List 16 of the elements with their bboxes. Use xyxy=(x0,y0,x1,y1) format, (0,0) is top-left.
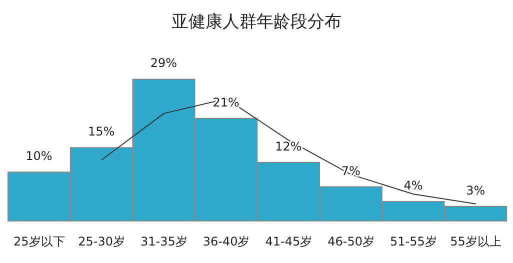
data-label: 15% xyxy=(88,124,115,139)
x-tick-label: 25-30岁 xyxy=(78,234,125,249)
x-tick-label: 51-55岁 xyxy=(390,234,437,249)
chart-title: 亚健康人群年龄段分布 xyxy=(170,11,342,33)
x-tick-label: 41-45岁 xyxy=(265,234,312,249)
data-label: 7% xyxy=(341,164,360,178)
data-label: 10% xyxy=(26,149,52,164)
x-tick-label: 46-50岁 xyxy=(328,234,374,249)
x-tick-label: 31-35岁 xyxy=(140,234,188,249)
x-tick-label: 25岁以下 xyxy=(14,234,65,249)
data-label: 29% xyxy=(150,56,178,70)
data-label: 12% xyxy=(275,139,302,154)
data-label: 4% xyxy=(404,178,423,192)
x-tick-label: 55岁以上 xyxy=(450,234,502,249)
data-label: 3% xyxy=(466,183,486,198)
x-tick-label: 36-40岁 xyxy=(202,234,250,249)
